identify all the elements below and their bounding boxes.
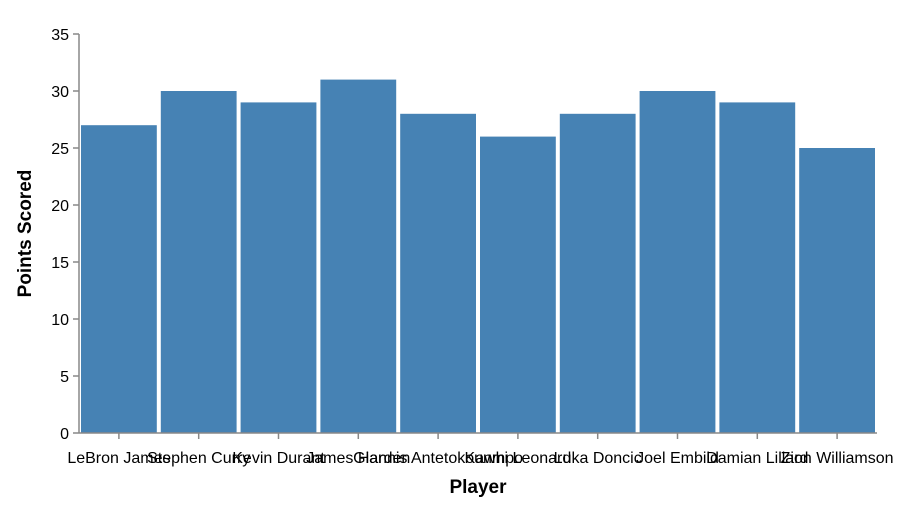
- x-tick-label: Luka Doncic: [554, 450, 642, 467]
- x-axis-title: Player: [449, 477, 507, 498]
- y-tick-label: 10: [51, 312, 69, 329]
- bar: [799, 148, 875, 433]
- x-tick-label: Kawhi Leonard: [465, 450, 572, 467]
- y-axis-ticks: 0 5 10 15 20 25 30 35: [51, 27, 79, 443]
- x-tick-label: Zion Williamson: [781, 450, 894, 467]
- bar: [160, 91, 237, 433]
- bar: [559, 113, 636, 434]
- bars-group: [81, 79, 875, 434]
- x-tick-label: Kevin Durant: [232, 450, 325, 467]
- y-tick-label: 0: [60, 426, 69, 443]
- x-tick-label: Stephen Curry: [147, 450, 250, 467]
- y-tick-label: 20: [51, 198, 69, 215]
- y-tick-label: 30: [51, 84, 69, 101]
- x-tick-label: Giannis Antetokounmpo: [353, 450, 523, 467]
- bar: [400, 113, 476, 434]
- x-tick-label: LeBron James: [67, 450, 170, 467]
- bar: [719, 102, 796, 434]
- bar: [480, 136, 556, 433]
- bar: [320, 79, 397, 433]
- x-tick-label: Joel Embiid: [636, 450, 719, 467]
- x-tick-label: Damian Lillard: [706, 450, 808, 467]
- bar: [639, 91, 716, 433]
- y-tick-label: 5: [60, 369, 69, 386]
- bar: [81, 125, 157, 433]
- y-axis-title: Points Scored: [15, 170, 36, 298]
- y-tick-label: 15: [51, 255, 69, 272]
- bar: [240, 102, 317, 434]
- y-tick-label: 35: [51, 27, 69, 44]
- y-tick-label: 25: [51, 141, 69, 158]
- x-tick-label: James Harden: [306, 450, 410, 467]
